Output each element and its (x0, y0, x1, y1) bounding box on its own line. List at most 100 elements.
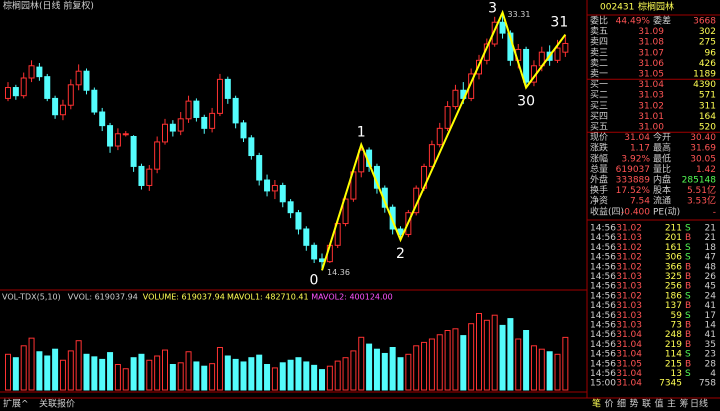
panel-tab[interactable]: 细 (617, 398, 626, 410)
tick-price: 31.02 (616, 262, 642, 272)
volume-bar (59, 359, 66, 391)
tick-volume: 256 (665, 282, 682, 292)
volume-bar (499, 324, 506, 391)
quote-label: 卖五 (590, 26, 608, 37)
tick-count: 41 (705, 330, 716, 340)
tick-count: 4 (710, 369, 716, 379)
volume-bar (185, 351, 192, 391)
quote-label: 股本 (653, 184, 671, 196)
candle-body (319, 258, 325, 263)
candle-body (240, 122, 247, 139)
quote-label: 涨跌 (590, 143, 608, 154)
tick-side: S (685, 350, 691, 360)
candle-body (264, 179, 271, 192)
zigzag-label: 3 (488, 1, 497, 17)
volume-bar (562, 336, 569, 391)
volume-bar (358, 336, 365, 391)
quote-value: 31.09 (638, 27, 664, 37)
candle-body (52, 97, 59, 116)
quote-value: 31.03 (638, 91, 664, 101)
quote-value: 31.01 (638, 112, 664, 122)
zigzag-label: 1 (357, 125, 366, 141)
panel-tab[interactable]: 联 (642, 399, 651, 410)
panel-tab[interactable]: 主 (667, 398, 676, 410)
quote-value: 619037 (616, 165, 650, 175)
tick-volume: 248 (665, 330, 682, 340)
volume-bar (287, 359, 294, 391)
footer-button[interactable]: 扩展^ (3, 398, 29, 410)
quote-value: 5.51亿 (687, 184, 716, 196)
quote-value: 311 (699, 101, 716, 111)
panel-tab[interactable]: 势 (630, 398, 639, 410)
quote-value: 164 (699, 112, 716, 122)
quote-value: 3.92% (621, 154, 650, 164)
tick-count: 23 (705, 350, 716, 360)
volume-bar (319, 369, 325, 391)
tick-time: 15:00 (590, 379, 616, 389)
candle-body (209, 112, 216, 129)
candle-body (216, 78, 223, 114)
tick-time: 14:56 (590, 301, 616, 311)
candle-body (99, 111, 106, 127)
volume-bar (114, 364, 121, 391)
candle-body (342, 198, 349, 225)
tick-volume: 325 (665, 272, 682, 282)
quote-value: 17.52% (616, 186, 651, 196)
volume-bar (460, 335, 467, 391)
volume-bar (91, 356, 98, 391)
period[interactable]: 日线 (690, 398, 708, 410)
candle-body (523, 48, 530, 83)
tick-time: 14:56 (590, 243, 616, 253)
tick-count: 41 (705, 301, 716, 311)
volume-bar (162, 349, 168, 391)
volume-bar (538, 348, 545, 391)
tick-time: 14:56 (590, 262, 616, 272)
tick-side: B (685, 301, 691, 311)
quote-value: 31.04 (624, 133, 650, 143)
high-label: 33.31 (508, 10, 531, 19)
candle-body (303, 228, 310, 246)
quote-label: 净资 (590, 195, 608, 207)
tick-time: 14:56 (590, 340, 616, 350)
panel-tab[interactable]: 筹 (680, 398, 689, 410)
candle-body (28, 65, 35, 79)
volume-bar (122, 368, 129, 391)
volume-bar (138, 353, 145, 391)
volume-bar (75, 340, 82, 391)
quote-value: 275 (699, 38, 716, 48)
panel-tab[interactable]: 价 (605, 399, 614, 410)
quote-value: 31.05 (638, 70, 664, 80)
volume-bar (530, 345, 537, 391)
stock-name: 棕榈园林 (638, 1, 674, 13)
volume-bar (350, 350, 357, 391)
candle-body (295, 212, 302, 230)
tick-volume: 211 (665, 224, 682, 234)
volume-bar (554, 353, 561, 391)
tick-volume: 366 (665, 262, 682, 272)
volume-bar (546, 351, 553, 391)
quote-label: 换手 (590, 184, 608, 196)
volume-bar (193, 361, 200, 391)
quote-value: 571 (699, 91, 716, 101)
volume-bar (436, 334, 443, 391)
candle-body (248, 137, 255, 157)
zigzag-label: 31 (550, 15, 568, 31)
quote-label: PE(动) (653, 206, 680, 217)
tick-count: 758 (699, 379, 716, 389)
candle-body (232, 97, 239, 124)
volume-bar (326, 365, 333, 391)
candle-body (201, 116, 208, 129)
footer-button[interactable]: 关联报价 (39, 398, 75, 410)
candle-body (287, 201, 294, 214)
tick-side: S (685, 369, 691, 379)
quote-value: 1189 (693, 70, 716, 80)
volume-bar (20, 345, 27, 391)
panel-tab[interactable]: 值 (655, 398, 664, 410)
tick-side: S (685, 291, 691, 301)
volume-bar (36, 351, 43, 391)
chart-title: 棕榈园林(日线 前复权) (3, 0, 94, 12)
quote-value: 30.40 (690, 133, 716, 143)
candle-body (44, 76, 51, 99)
panel-tab[interactable]: 笔 (592, 398, 601, 410)
